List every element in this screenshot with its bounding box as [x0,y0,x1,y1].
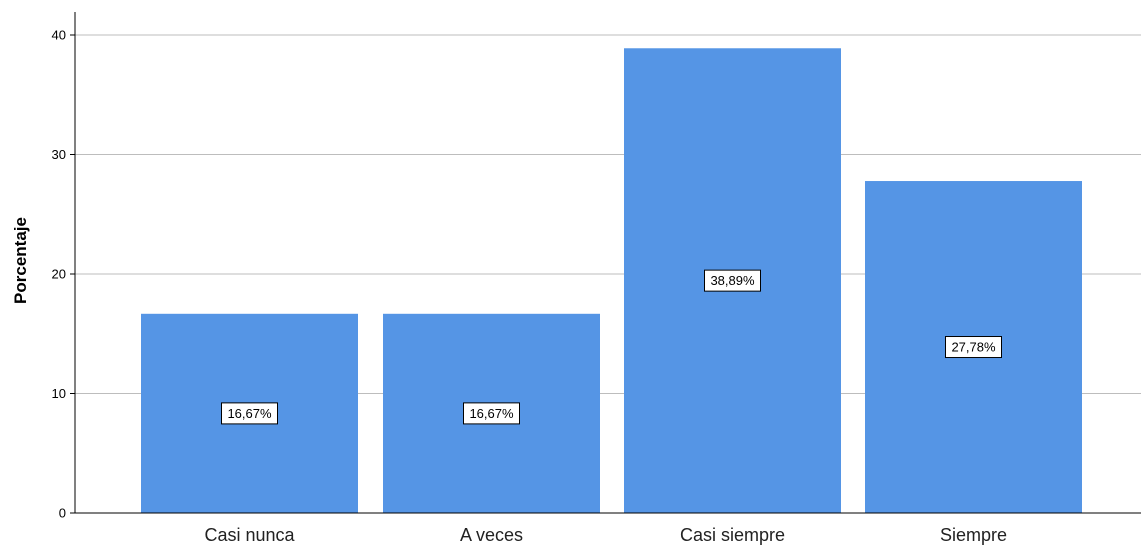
data-label-box-4 [945,336,1002,359]
y-tick-label-30: 30 [52,147,66,162]
data-label-box-2 [463,402,520,425]
bars [141,48,1082,514]
data-label-2: 16,67% [469,406,514,421]
data-label-box-1 [221,402,278,425]
data-label-1: 16,67% [227,406,272,421]
x-tick-label-a-veces: A veces [460,525,523,545]
data-label-3: 38,89% [710,273,755,288]
axes: 0 10 20 30 40 Casi nunca A veces Casi siempre Si… [52,12,1141,545]
x-tick-label-casi-siempre: Casi siempre [680,525,785,545]
y-tick-label-10: 10 [52,386,66,401]
x-tick-label-siempre: Siempre [940,525,1007,545]
data-label-4: 27,78% [951,340,996,355]
y-tick-label-0: 0 [59,506,66,521]
y-axis-title: Porcentaje [11,217,30,304]
data-labels: 16,67% 16,67% 38,89% 27,78% [221,269,1002,425]
x-tick-label-casi-nunca: Casi nunca [204,525,295,545]
y-tick-label-40: 40 [52,28,66,43]
y-tick-label-20: 20 [52,267,66,282]
data-label-box-3 [704,269,761,292]
